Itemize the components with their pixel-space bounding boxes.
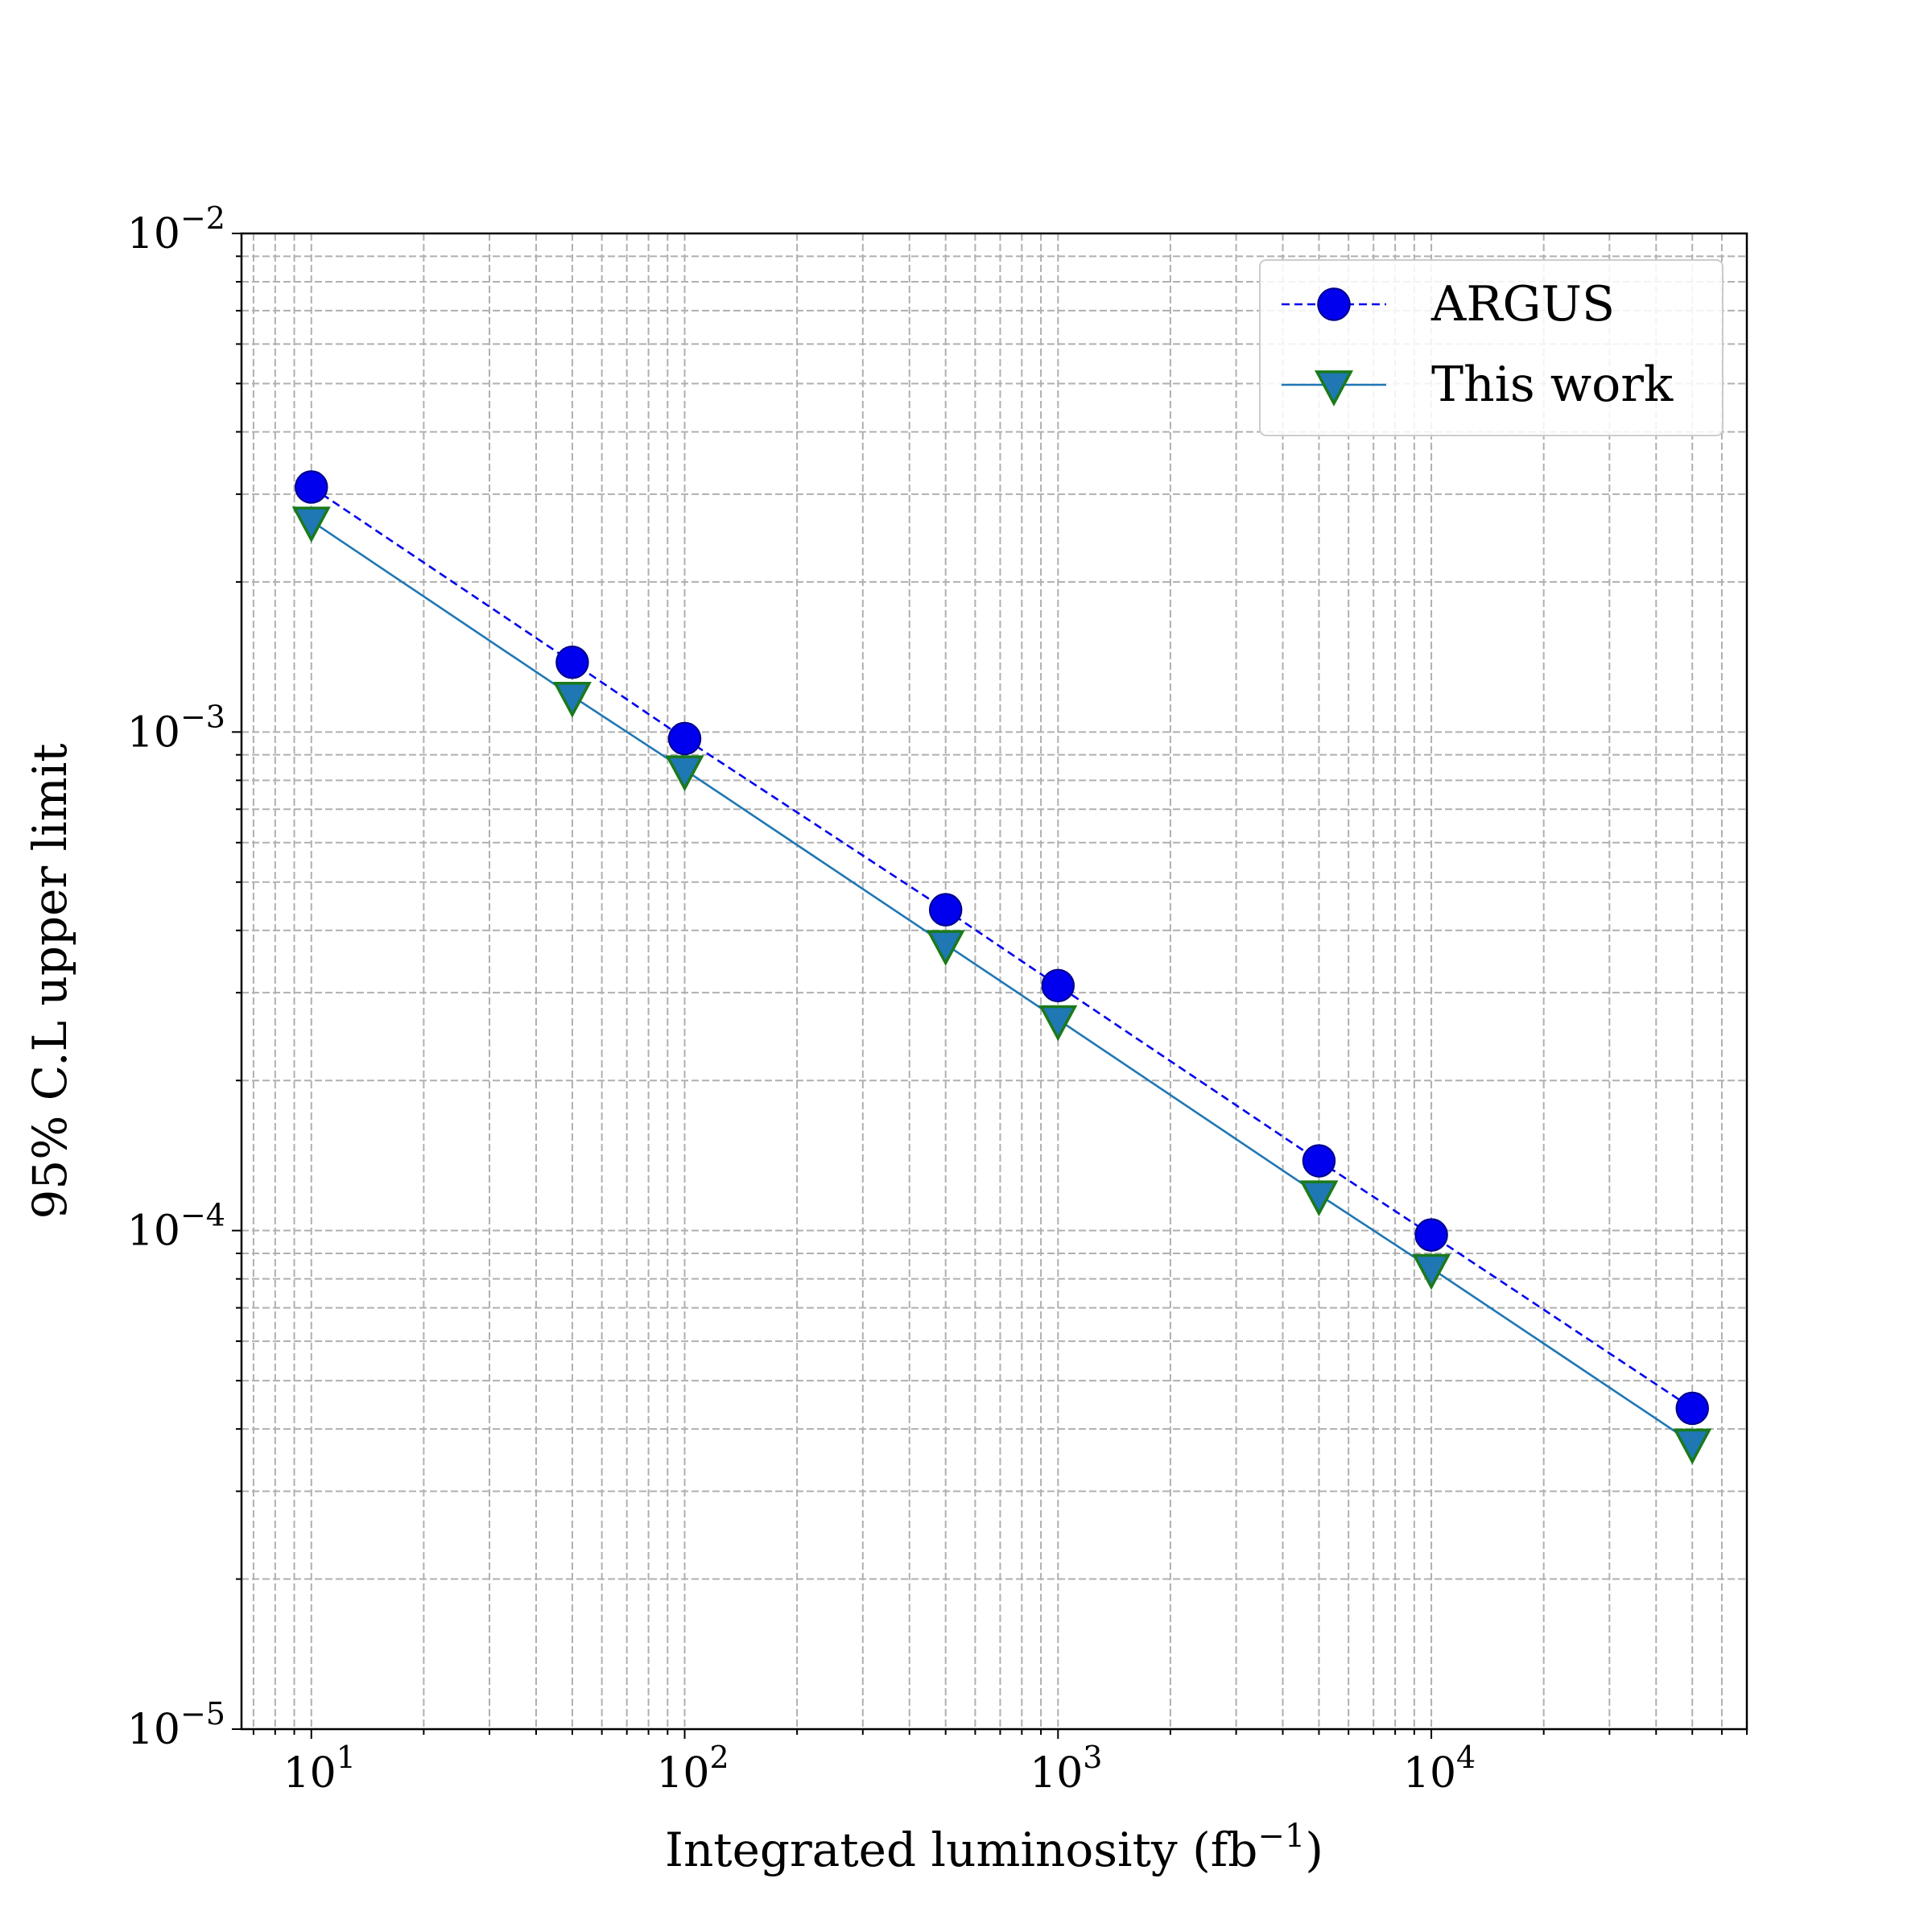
series-argus [295, 470, 1709, 1426]
data-point [1414, 1218, 1448, 1252]
x-tick-label: 103 [1030, 1740, 1102, 1798]
legend-label: This work [1431, 357, 1674, 413]
data-point [1675, 1391, 1709, 1426]
data-point [552, 681, 592, 718]
plot-frame [240, 232, 1748, 1731]
y-tick-label: 10−5 [127, 1696, 225, 1754]
label-layer: Integrated luminosity (fb−1) 95% C.L uppe… [23, 743, 1323, 1877]
legend-label: ARGUS [1430, 276, 1615, 332]
x-tick-label: 101 [283, 1740, 356, 1798]
x-axis-label: Integrated luminosity (fb−1) [665, 1818, 1323, 1877]
y-axis-label: 95% C.L upper limit [23, 743, 77, 1219]
data-point [667, 721, 702, 756]
data-point [295, 470, 328, 504]
tick-layer: 101 102 103 104 10−5 10−4 10−3 10−2 [127, 200, 1748, 1798]
series-this-work [291, 506, 1712, 1465]
y-tick-label: 10−2 [127, 200, 225, 258]
data-point [928, 893, 963, 927]
x-tick-label: 102 [656, 1740, 729, 1798]
y-tick-label: 10−3 [127, 699, 225, 757]
data-point [1299, 1180, 1339, 1217]
data-point [291, 506, 331, 543]
data-point [1041, 968, 1075, 1003]
data-point [1412, 1253, 1451, 1290]
data-point [1038, 1005, 1078, 1042]
grid-layer [242, 233, 1748, 1730]
data-point [1673, 1428, 1712, 1465]
series-line [311, 520, 1693, 1444]
data-point [665, 755, 704, 792]
y-tick-label: 10−4 [127, 1198, 225, 1256]
x-tick-label: 104 [1403, 1740, 1476, 1798]
legend-marker [1314, 370, 1354, 407]
data-point [926, 930, 965, 967]
data-point [1302, 1144, 1336, 1178]
series-layer [291, 470, 1712, 1465]
data-point [555, 645, 589, 679]
series-line [311, 485, 1693, 1410]
legend-marker [1317, 287, 1351, 321]
legend: ARGUS This work [1259, 259, 1724, 436]
